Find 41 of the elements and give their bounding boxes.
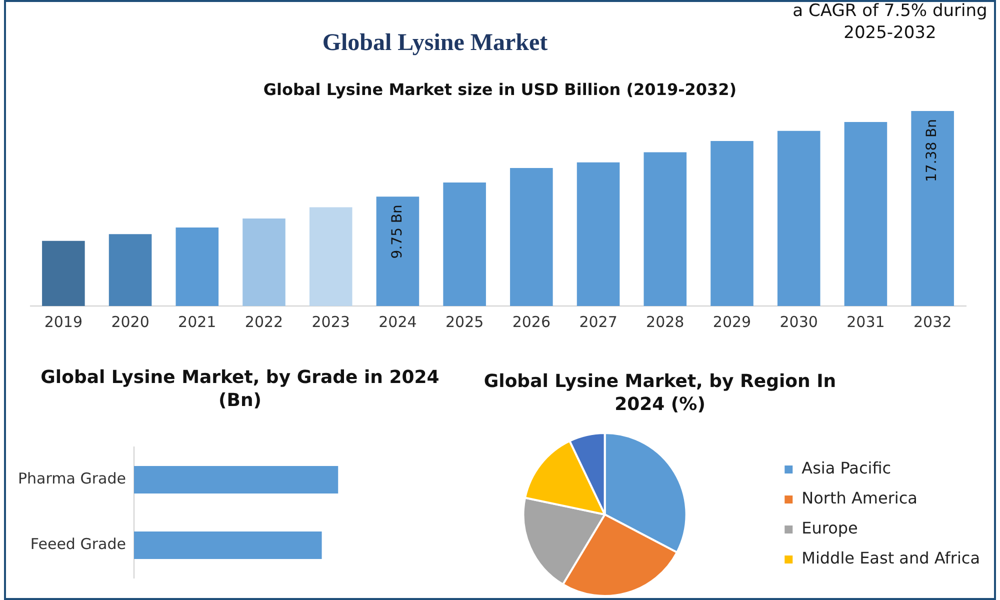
bar [176, 227, 219, 306]
x-tick-label: 2022 [244, 312, 284, 331]
text: a CAGR of 7.5% during 2025-2032 [792, 0, 988, 44]
x-tick-label: 2023 [312, 312, 350, 331]
chart-title: Global Lysine Market, by Region In 2024 (%) [482, 370, 838, 417]
x-tick-label: 2028 [646, 312, 684, 331]
x-tick-label: 2031 [846, 312, 885, 331]
legend-label: Asia Pacific [802, 458, 892, 478]
bar [777, 130, 820, 306]
bar [844, 122, 888, 306]
x-tick-label: 2030 [780, 312, 818, 331]
bar [376, 196, 420, 306]
chart-subtitle: Global Lysine Market size in USD Billion (2019-2032) [262, 80, 738, 101]
x-tick-label: 2025 [445, 312, 484, 331]
x-tick-label: 2029 [712, 312, 752, 331]
x-tick-label: 2021 [178, 312, 216, 331]
bar [309, 207, 352, 306]
x-tick-label: 2027 [579, 312, 618, 331]
x-tick-label: 2026 [512, 312, 551, 331]
bar [576, 162, 620, 306]
bar [42, 240, 85, 306]
chart-title: Global Lysine Market, by Grade in 2024 (Bn) [40, 366, 440, 413]
legend-label: Europe [802, 518, 858, 538]
legend-label: North America [802, 488, 918, 508]
data-label: 9.75 Bn [389, 204, 406, 259]
x-tick-label: 2019 [44, 312, 83, 331]
y-tick-label: Pharma Grade [18, 470, 126, 488]
legend-label: Middle East and Africa [802, 548, 980, 568]
chart-title: Global Lysine Market [321, 29, 549, 58]
bar [443, 182, 486, 306]
bar [644, 152, 687, 306]
x-tick-label: 2024 [378, 312, 417, 331]
data-label: 17.38 Bn [924, 118, 940, 182]
y-tick-label: Feeed Grade [30, 535, 126, 554]
bar [242, 218, 286, 306]
bar [108, 234, 152, 306]
bar [911, 110, 954, 306]
bar [510, 168, 553, 306]
x-tick-label: 2032 [913, 312, 952, 331]
bar [710, 141, 754, 306]
x-tick-label: 2020 [111, 312, 150, 331]
